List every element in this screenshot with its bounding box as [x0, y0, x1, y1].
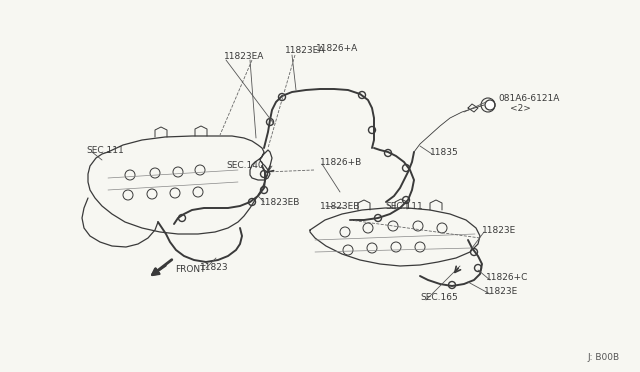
Text: <2>: <2>	[510, 103, 531, 112]
Text: i: i	[489, 102, 491, 108]
Text: 11823EA: 11823EA	[224, 51, 264, 61]
Circle shape	[485, 100, 495, 110]
Text: SEC.140: SEC.140	[227, 160, 264, 170]
Text: SEC.111: SEC.111	[86, 145, 124, 154]
Text: 11823EB: 11823EB	[320, 202, 360, 211]
Text: J: B00B: J: B00B	[588, 353, 620, 362]
Text: SEC.165: SEC.165	[420, 294, 458, 302]
Text: SEC.111: SEC.111	[385, 202, 423, 211]
Text: 11826+C: 11826+C	[486, 273, 529, 282]
Text: 11823E: 11823E	[484, 288, 518, 296]
Text: 11823E: 11823E	[482, 225, 516, 234]
Text: 11823: 11823	[200, 263, 228, 273]
Text: 11823EB: 11823EB	[260, 198, 300, 206]
Text: 11835: 11835	[430, 148, 459, 157]
Text: 081A6-6121A: 081A6-6121A	[498, 93, 559, 103]
Text: 11826+B: 11826+B	[320, 157, 362, 167]
Text: FRONT: FRONT	[175, 266, 205, 275]
Text: 11823EA: 11823EA	[285, 45, 325, 55]
Text: 11826+A: 11826+A	[316, 44, 358, 52]
